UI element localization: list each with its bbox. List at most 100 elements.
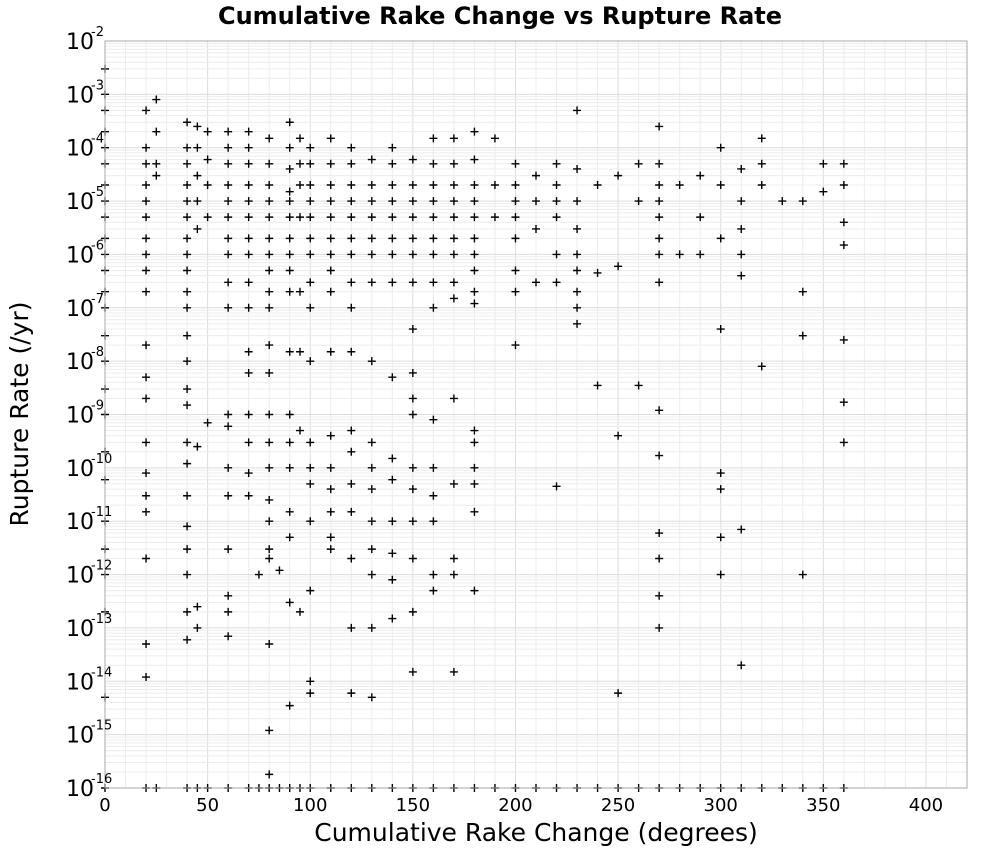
data-point	[193, 224, 202, 233]
y-tick-exponent: -14	[91, 665, 112, 680]
data-point	[408, 410, 417, 419]
y-tick-exponent: -3	[91, 78, 104, 93]
data-point	[224, 127, 233, 136]
data-point	[408, 278, 417, 287]
y-tick-label: 10-2	[66, 25, 104, 55]
data-point	[183, 266, 192, 275]
data-point	[449, 570, 458, 579]
data-point	[183, 522, 192, 531]
y-tick-base: 10	[66, 457, 94, 482]
data-point	[532, 171, 540, 180]
data-point	[224, 632, 233, 641]
data-point	[388, 517, 397, 526]
y-tick-label: 10-6	[66, 238, 104, 268]
data-point	[470, 250, 479, 259]
data-point	[655, 234, 664, 243]
data-point	[388, 614, 397, 623]
data-point	[470, 438, 479, 447]
plot-frame	[104, 40, 968, 789]
data-point	[716, 469, 725, 478]
data-point	[367, 357, 376, 366]
x-tick-label: 400	[909, 795, 943, 816]
data-point	[757, 362, 766, 371]
data-point	[798, 570, 807, 579]
x-tick-label: 350	[806, 795, 840, 816]
data-point	[244, 181, 253, 190]
data-point	[408, 181, 417, 190]
data-point	[306, 213, 315, 222]
data-point	[367, 517, 376, 526]
data-point	[511, 197, 520, 206]
data-point	[449, 197, 458, 206]
data-point	[429, 181, 438, 190]
data-point	[757, 159, 766, 168]
data-point	[183, 287, 192, 296]
data-point	[265, 287, 274, 296]
data-point	[224, 213, 233, 222]
data-point	[819, 159, 828, 168]
y-tick-exponent: -7	[91, 292, 104, 307]
data-point	[295, 134, 304, 143]
data-point	[326, 234, 335, 243]
data-point	[244, 234, 253, 243]
data-point	[285, 143, 294, 152]
data-points	[101, 64, 848, 792]
data-point	[306, 438, 315, 447]
y-tick-label: 10-15	[66, 719, 112, 749]
data-point	[224, 234, 233, 243]
data-point	[244, 143, 253, 152]
data-point	[183, 331, 192, 340]
data-point	[326, 159, 335, 168]
data-point	[193, 442, 202, 451]
data-point	[737, 661, 746, 670]
data-point	[367, 623, 376, 632]
data-point	[429, 491, 438, 500]
data-point	[142, 491, 151, 500]
data-point	[470, 463, 479, 472]
data-point	[470, 155, 479, 164]
y-tick-base: 10	[66, 350, 94, 375]
data-point	[552, 213, 561, 222]
y-tick-base: 10	[66, 724, 94, 749]
data-point	[142, 341, 151, 350]
data-point	[449, 278, 458, 287]
data-point	[716, 570, 725, 579]
data-point	[326, 197, 335, 206]
data-point	[655, 529, 664, 538]
data-point	[183, 250, 192, 259]
y-tick-base: 10	[66, 510, 94, 535]
data-point	[347, 447, 356, 456]
data-point	[470, 479, 479, 488]
data-point	[429, 250, 438, 259]
x-tick-label: 300	[704, 795, 738, 816]
data-point	[244, 159, 253, 168]
data-point	[490, 134, 499, 143]
data-point	[285, 347, 294, 356]
data-point	[655, 591, 664, 600]
data-point	[655, 278, 664, 287]
data-point	[142, 438, 151, 447]
data-point	[203, 213, 212, 222]
y-tick-label: 10-9	[66, 399, 104, 429]
data-point	[388, 234, 397, 243]
data-point	[388, 575, 397, 584]
data-point	[183, 159, 192, 168]
data-point	[573, 197, 582, 206]
data-point	[511, 181, 520, 190]
data-point	[470, 426, 479, 435]
data-point	[449, 213, 458, 222]
data-point	[367, 181, 376, 190]
data-point	[152, 127, 161, 136]
data-point	[408, 607, 417, 616]
y-tick-exponent: -10	[91, 452, 112, 467]
data-point	[655, 122, 664, 131]
y-tick-exponent: -5	[91, 185, 104, 200]
data-point	[470, 299, 479, 308]
data-point	[224, 463, 233, 472]
data-point	[295, 159, 304, 168]
data-point	[306, 278, 315, 287]
data-point	[285, 234, 294, 243]
data-point	[716, 325, 725, 334]
data-point	[429, 303, 438, 312]
data-point	[737, 197, 746, 206]
